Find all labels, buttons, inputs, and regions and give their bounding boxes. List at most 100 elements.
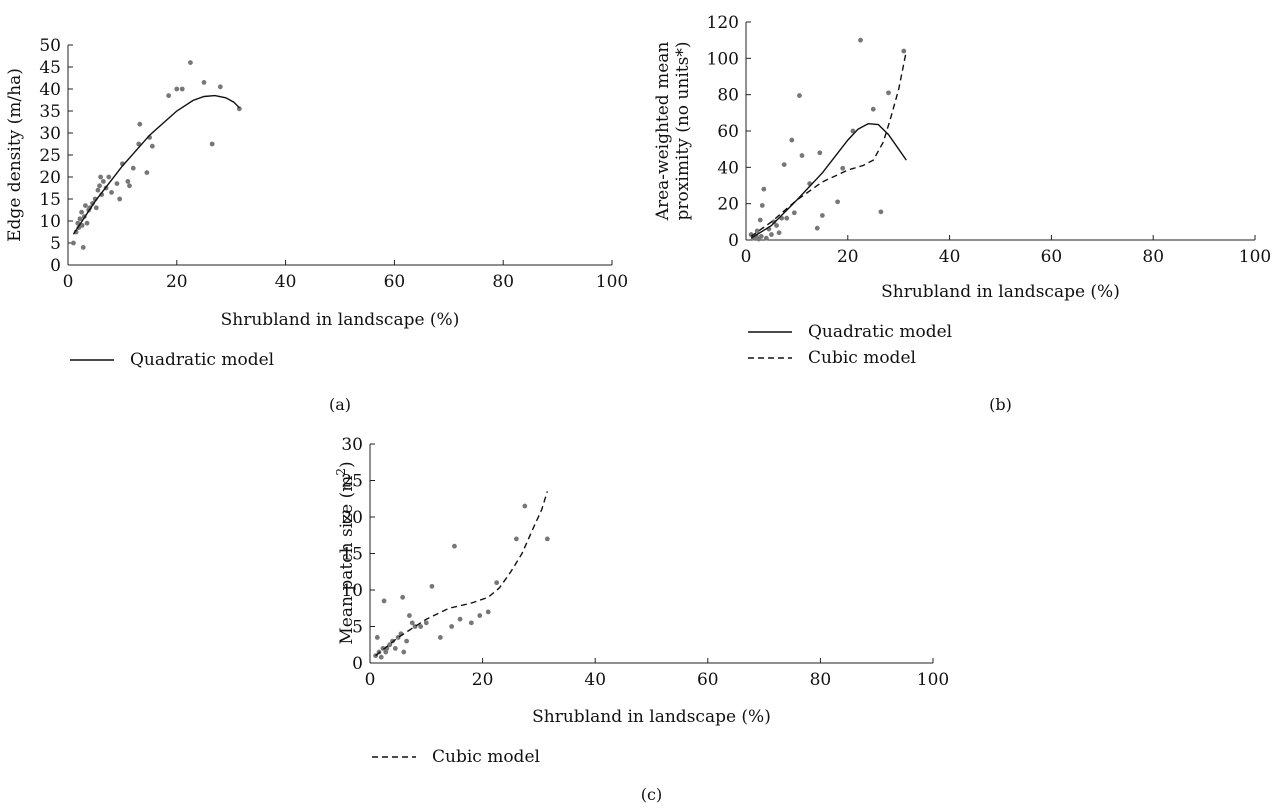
y-tick-label: 15 [341, 545, 363, 565]
x-tick-label: 40 [275, 272, 297, 292]
data-point [83, 203, 88, 209]
y-tick-label: 10 [341, 581, 363, 601]
y-axis-title-line: proximity (no units*) [673, 42, 693, 221]
y-tick-label: 80 [717, 86, 739, 106]
data-point [449, 624, 455, 629]
data-point [109, 190, 114, 195]
x-axis-title: Shrubland in landscape (%) [532, 707, 771, 727]
data-point [130, 165, 136, 171]
data-point [437, 635, 443, 640]
legend-label: Cubic model [808, 348, 916, 368]
data-point [878, 209, 884, 215]
x-tick-label: 40 [584, 670, 606, 690]
data-point [378, 654, 384, 660]
y-tick-label: 50 [39, 36, 61, 56]
data-point [870, 106, 876, 112]
data-point [789, 137, 795, 143]
data-point [127, 183, 132, 189]
data-point [781, 162, 787, 168]
data-point [429, 583, 435, 589]
y-axis-title-line: Area-weighted mean [653, 42, 673, 222]
data-point [117, 196, 123, 202]
data-point [95, 187, 101, 193]
y-tick-label: 30 [341, 435, 363, 455]
data-point [75, 220, 81, 226]
data-point [400, 594, 406, 600]
panel-label: (c) [641, 785, 662, 804]
data-point [797, 93, 802, 98]
data-point [761, 186, 767, 192]
data-point [383, 649, 389, 655]
data-point [149, 143, 155, 149]
data-point [513, 536, 519, 542]
data-point [858, 37, 863, 43]
data-point [93, 205, 99, 211]
y-tick-label: 35 [39, 102, 61, 122]
y-tick-label: 0 [728, 231, 739, 251]
legend-label: Cubic model [432, 747, 540, 767]
data-point [125, 179, 131, 184]
x-tick-label: 100 [596, 272, 628, 292]
panel-label: (b) [989, 395, 1012, 414]
data-point [77, 216, 83, 222]
data-point [901, 48, 907, 54]
data-point [477, 613, 483, 618]
y-tick-label: 100 [707, 49, 739, 69]
data-point [407, 613, 412, 618]
data-point [409, 620, 415, 626]
data-point [457, 616, 463, 622]
data-point [817, 150, 823, 156]
series-line-quadratic-model [72, 94, 240, 235]
data-point [98, 174, 104, 180]
y-tick-label: 40 [717, 158, 739, 178]
chart-panel-0: 0 20 40 60 80 10005101520253035404550Shrublan… [5, 36, 628, 414]
y-tick-label: 30 [39, 124, 61, 144]
data-point [784, 215, 790, 221]
x-tick-label: 80 [810, 670, 832, 690]
data-point [791, 210, 797, 216]
data-point [84, 220, 90, 226]
y-tick-label: 20 [39, 168, 61, 188]
data-point [404, 638, 409, 644]
series-line-quadratic-model [750, 122, 907, 239]
x-tick-label: 0 [741, 247, 752, 267]
x-tick-label: 60 [1041, 247, 1063, 267]
data-point [814, 225, 820, 231]
data-point [97, 183, 102, 189]
data-point [174, 86, 180, 92]
data-point [100, 179, 106, 184]
data-point [776, 230, 782, 236]
data-point [494, 580, 500, 586]
x-tick-label: 20 [166, 272, 188, 292]
x-tick-label: 60 [384, 272, 406, 292]
y-tick-label: 5 [50, 234, 61, 254]
x-tick-label: 20 [837, 247, 859, 267]
data-point [757, 217, 763, 223]
legend-label: Quadratic model [808, 322, 952, 342]
y-axis-title: Edge density (m/ha) [5, 68, 25, 242]
data-point [114, 181, 120, 187]
data-point [106, 174, 112, 180]
series-line-cubic-model [375, 491, 548, 657]
y-tick-label: 5 [352, 618, 363, 638]
data-point [217, 84, 223, 90]
data-point [759, 203, 765, 208]
data-point [179, 86, 185, 92]
data-point [850, 128, 856, 134]
y-tick-label: 60 [717, 122, 739, 142]
y-tick-label: 25 [39, 146, 61, 166]
data-point [79, 209, 84, 215]
x-tick-label: 0 [63, 272, 74, 292]
data-point [188, 60, 193, 65]
y-tick-label: 45 [39, 58, 61, 78]
x-axis-title: Shrubland in landscape (%) [881, 282, 1120, 302]
x-tick-label: 100 [1239, 247, 1271, 267]
y-tick-label: 0 [352, 654, 363, 674]
data-point [771, 219, 777, 225]
y-tick-label: 25 [341, 472, 363, 492]
y-tick-label: 15 [39, 190, 61, 210]
data-point [166, 93, 172, 98]
chart-panel-2: 0 20 40 60 80 100 0 5 10 15 20 25 30 Shrubland in lan… [334, 435, 949, 804]
y-tick-label: 120 [707, 13, 739, 33]
data-point [763, 235, 769, 241]
